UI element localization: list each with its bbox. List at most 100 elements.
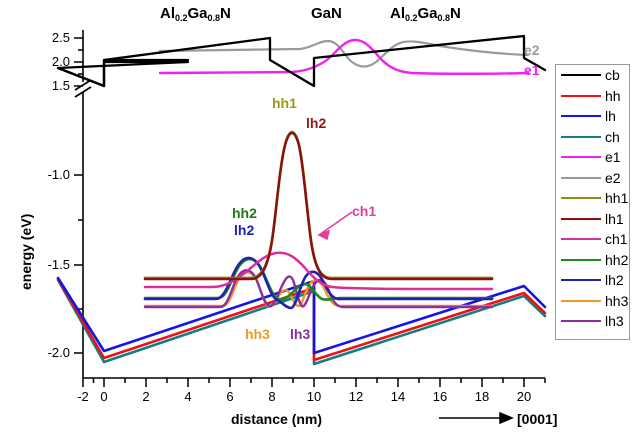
legend-label-lh3: lh3 <box>605 313 624 330</box>
layer-label-sub: 0.2 <box>175 13 188 23</box>
ch1-pointer-arrow <box>317 211 353 241</box>
curve-hh <box>56 277 547 362</box>
legend-item-ch1[interactable]: ch1 <box>556 229 629 250</box>
x-tick-label-14: 14 <box>390 389 406 404</box>
layer-label-barrier-right: Al0.2Ga0.8N <box>390 5 461 23</box>
curve-hh2 <box>143 257 494 301</box>
x-ticks <box>82 378 546 387</box>
legend-label-ch1: ch1 <box>605 231 628 248</box>
legend-swatch-lh3 <box>561 320 601 323</box>
legend-label-hh2: hh2 <box>605 251 629 268</box>
legend-label-hh: hh <box>605 87 621 104</box>
legend-label-lh: lh <box>605 108 616 125</box>
x-tick-label-10: 10 <box>306 389 322 404</box>
annotation-lh2: lh2 <box>234 222 255 238</box>
y-tick-label--1.0: -1.0 <box>47 167 70 182</box>
curve-lh2 <box>143 256 494 310</box>
layer-label-sub: 0.2 <box>405 13 418 23</box>
curve-hh1 <box>143 130 494 280</box>
legend-item-hh2[interactable]: hh2 <box>556 250 629 271</box>
y-ticks-lower <box>74 174 83 354</box>
legend-label-e1: e1 <box>605 149 621 166</box>
annotation-hh2: hh2 <box>232 205 257 221</box>
y-tick-label-2.0: 2.0 <box>51 54 70 69</box>
legend-item-lh[interactable]: lh <box>556 106 629 127</box>
layer-label-text: GaN <box>311 5 342 22</box>
x-tick-label-16: 16 <box>432 389 448 404</box>
legend-item-lh2[interactable]: lh2 <box>556 270 629 291</box>
annotation-ch1: ch1 <box>352 203 377 219</box>
x-tick-label-0: 0 <box>100 389 108 404</box>
layer-label-sub2: 0.8 <box>437 13 451 23</box>
direction-label: [0001] <box>517 411 558 427</box>
legend-swatch-hh2 <box>561 258 601 261</box>
upper-panel-curves <box>56 34 547 88</box>
legend-label-ch: ch <box>605 128 620 145</box>
legend-swatch-ch <box>561 135 601 138</box>
curve-lh <box>56 276 547 355</box>
x-tick-label-2: 2 <box>142 389 150 404</box>
y-axis-break-marker <box>74 79 92 98</box>
legend-label-hh3: hh3 <box>605 292 629 309</box>
legend: cb hh lh ch e1 e2 hh1 lh1 <box>555 64 630 340</box>
legend-item-e2[interactable]: e2 <box>556 168 629 189</box>
legend-swatch-lh1 <box>561 217 601 220</box>
x-tick-label-18: 18 <box>474 389 490 404</box>
x-axis-title: distance (nm) <box>231 411 323 427</box>
legend-swatch-lh <box>561 115 601 118</box>
curve-cb-profile <box>56 34 547 88</box>
legend-swatch-e2 <box>561 176 601 179</box>
legend-item-lh3[interactable]: lh3 <box>556 311 629 332</box>
annotation-e2: e2 <box>524 42 540 58</box>
layer-label-text2: Ga <box>187 5 208 22</box>
legend-swatch-e1 <box>561 156 601 159</box>
legend-label-lh1: lh1 <box>605 210 624 227</box>
legend-swatch-hh3 <box>561 299 601 302</box>
curve-e2 <box>158 39 530 68</box>
legend-item-e1[interactable]: e1 <box>556 147 629 168</box>
legend-item-hh3[interactable]: hh3 <box>556 291 629 312</box>
layer-label-text3: N <box>450 5 461 22</box>
y-tick-label-1.5: 1.5 <box>51 78 70 93</box>
legend-item-hh1[interactable]: hh1 <box>556 188 629 209</box>
layer-label-sub2: 0.8 <box>207 13 221 23</box>
legend-label-e2: e2 <box>605 169 621 186</box>
layer-label-well: GaN <box>311 5 342 22</box>
curve-lh1 <box>143 131 494 281</box>
x-tick-label-4: 4 <box>184 389 192 404</box>
direction-arrow <box>439 411 514 425</box>
legend-item-lh1[interactable]: lh1 <box>556 209 629 230</box>
x-tick-label-8: 8 <box>268 389 276 404</box>
y-tick-label-2.5: 2.5 <box>51 30 70 45</box>
curve-e1 <box>158 38 530 75</box>
annotation-hh3: hh3 <box>245 326 270 342</box>
annotation-e1: e1 <box>524 62 540 78</box>
legend-item-ch[interactable]: ch <box>556 127 629 148</box>
annotation-lh3: lh3 <box>290 326 311 342</box>
y-tick-label--1.5: -1.5 <box>47 257 70 272</box>
layer-label-text3: N <box>220 5 231 22</box>
legend-item-hh[interactable]: hh <box>556 86 629 107</box>
x-tick-label--2: -2 <box>77 389 89 404</box>
layer-label-text2: Ga <box>417 5 438 22</box>
x-tick-label-12: 12 <box>348 389 364 404</box>
legend-swatch-ch1 <box>561 238 601 241</box>
layer-label-text: Al <box>390 5 405 22</box>
y-ticks-upper <box>74 37 83 87</box>
lower-panel-curves <box>56 130 547 366</box>
layer-label-text: Al <box>160 5 175 22</box>
layer-label-barrier-left: Al0.2Ga0.8N <box>160 5 231 23</box>
curve-ch1 <box>143 251 494 291</box>
legend-swatch-hh <box>561 94 601 97</box>
y-tick-label--2.0: -2.0 <box>47 345 70 360</box>
legend-swatch-hh1 <box>561 197 601 200</box>
legend-item-cb[interactable]: cb <box>556 65 629 86</box>
legend-label-cb: cb <box>605 67 620 84</box>
annotation-lh2-peak: lh2 <box>306 115 327 131</box>
legend-swatch-lh2 <box>561 279 601 282</box>
x-tick-label-20: 20 <box>516 389 532 404</box>
x-tick-label-6: 6 <box>226 389 234 404</box>
legend-swatch-cb <box>561 74 601 77</box>
